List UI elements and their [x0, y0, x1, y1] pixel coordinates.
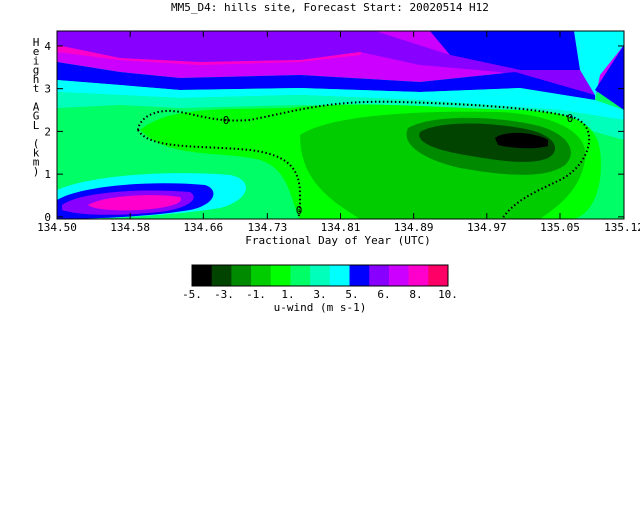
- x-tick-label: 134.58: [110, 221, 150, 234]
- heatmap-field: [57, 31, 624, 219]
- contour-label-zero: 0: [567, 112, 574, 125]
- y-axis-label-char: g: [33, 64, 40, 77]
- colorbar-swatch: [251, 265, 272, 286]
- x-tick-label: 135.05: [540, 221, 580, 234]
- colorbar-swatch: [211, 265, 232, 286]
- y-tick-label: 0: [44, 211, 51, 224]
- y-axis-label-char: H: [33, 36, 40, 49]
- colorbar-swatch: [192, 265, 213, 286]
- x-tick-label: 134.50: [37, 221, 77, 234]
- colorbar-frame: [191, 264, 449, 287]
- y-axis-label-char: k: [33, 146, 40, 159]
- contour-label-zero: 0: [223, 114, 230, 127]
- chart-title: MM5_D4: hills site, Forecast Start: 2002…: [171, 1, 489, 14]
- x-tick-label: 134.66: [183, 221, 223, 234]
- colorbar-tick-label: 10.: [438, 288, 458, 301]
- colorbar-swatch: [310, 265, 331, 286]
- colorbar-tick-label: -1.: [246, 288, 266, 301]
- colorbar: -5. -3. -1. 1. 3. 5. 6. 8. 10.: [182, 264, 458, 301]
- colorbar-tick-label: 1.: [281, 288, 294, 301]
- colorbar-tick-label: 5.: [345, 288, 358, 301]
- field-upper-teal-band: [57, 92, 624, 140]
- y-axis-label-char: h: [33, 73, 40, 86]
- x-tick-label: 134.73: [247, 221, 287, 234]
- x-tick-label: 135.12: [604, 221, 640, 234]
- colorbar-swatch: [270, 265, 291, 286]
- zero-contour-lower: [137, 129, 302, 219]
- x-tick-label: 134.81: [321, 221, 361, 234]
- x-axis: 134.50 134.58 134.66 134.73 134.81 134.89 134.…: [37, 31, 640, 234]
- colorbar-tick-label: -5.: [182, 288, 202, 301]
- colorbar-swatch: [388, 265, 410, 286]
- field-upper-cyan-band: [57, 80, 624, 120]
- field-upper-blue-band: [57, 62, 595, 100]
- field-bottom-left-magenta: [88, 195, 181, 211]
- colorbar-label: u-wind (m s-1): [274, 301, 367, 314]
- y-axis-label-char: L: [33, 119, 40, 132]
- colorbar-swatch: [231, 265, 252, 286]
- field-right-blue-wedge: [595, 45, 624, 110]
- y-axis-label-char: i: [33, 54, 40, 67]
- zero-contour-line: [137, 100, 591, 219]
- colorbar-swatch: [369, 265, 390, 286]
- y-tick-label: 3: [44, 83, 51, 96]
- x-tick-label: 134.97: [467, 221, 507, 234]
- colorbar-tick-label: 8.: [409, 288, 422, 301]
- y-axis-label-char: m: [33, 156, 40, 169]
- colorbar-tick-label: 6.: [377, 288, 390, 301]
- field-black-core: [495, 132, 548, 149]
- colorbar-tick-label: 3.: [313, 288, 326, 301]
- colorbar-tick-label: -3.: [214, 288, 234, 301]
- field-upper-violet: [57, 31, 595, 95]
- y-tick-label: 4: [44, 40, 51, 53]
- x-axis-label: Fractional Day of Year (UTC): [245, 234, 430, 247]
- y-axis-label-char: (: [33, 137, 40, 150]
- contour-label-zero: 0: [296, 204, 303, 217]
- colorbar-swatch: [408, 265, 429, 286]
- y-tick-label: 2: [44, 125, 51, 138]
- y-tick-label: 1: [44, 168, 51, 181]
- field-top-right-blue: [430, 31, 580, 70]
- y-axis-label-char: t: [33, 82, 40, 95]
- colorbar-swatch: [349, 265, 370, 286]
- x-tick-label: 134.89: [394, 221, 434, 234]
- y-axis-label-char: A: [33, 100, 40, 113]
- y-axis: 0 1 2 3 4: [44, 40, 624, 224]
- y-axis-label-char: G: [33, 110, 40, 123]
- y-axis-label-char: e: [33, 45, 40, 58]
- colorbar-swatch: [290, 265, 311, 286]
- y-axis-label-char: ): [33, 165, 40, 178]
- colorbar-swatch: [428, 265, 449, 286]
- colorbar-swatch: [329, 265, 351, 286]
